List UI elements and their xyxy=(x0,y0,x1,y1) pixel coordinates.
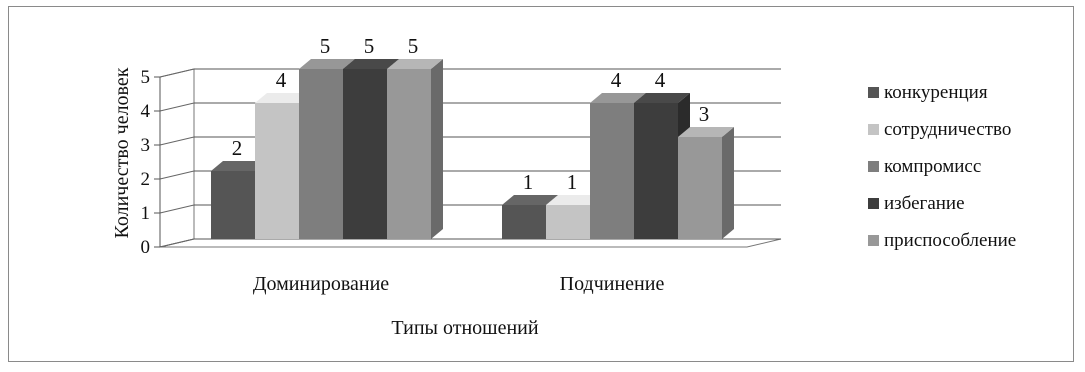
x-axis-categories: Доминирование Подчинение xyxy=(253,273,665,295)
bar-front xyxy=(678,137,722,239)
y-tick-label: 5 xyxy=(141,67,151,88)
data-label: 5 xyxy=(364,34,375,58)
legend-swatch xyxy=(868,198,879,209)
legend-swatch xyxy=(868,235,879,246)
legend-swatch xyxy=(868,87,879,98)
legend-label: избегание xyxy=(884,192,965,214)
legend-label: конкуренция xyxy=(884,81,988,103)
left-wall xyxy=(159,68,195,248)
y-tick-label: 1 xyxy=(141,203,151,224)
bar-front xyxy=(255,103,299,239)
bar-front xyxy=(387,69,431,239)
data-label: 2 xyxy=(232,136,243,160)
gridline-wall xyxy=(159,170,195,180)
bar-front xyxy=(502,205,546,239)
data-label: 4 xyxy=(655,68,666,92)
bar-side xyxy=(722,127,734,239)
floor xyxy=(159,238,782,248)
data-labels: 2 4 5 5 5 1 1 4 4 3 xyxy=(232,34,710,194)
bar-top xyxy=(387,59,443,69)
legend-swatch xyxy=(868,161,879,172)
legend-swatch xyxy=(868,124,879,135)
bar-top xyxy=(255,93,311,103)
y-tick-label: 3 xyxy=(141,135,151,156)
bar-top xyxy=(502,195,558,205)
data-label: 1 xyxy=(523,170,534,194)
bar-top xyxy=(299,59,355,69)
bar-front xyxy=(634,103,678,239)
y-tick-label: 0 xyxy=(141,237,151,258)
bar-front xyxy=(590,103,634,239)
bar-front xyxy=(299,69,343,239)
legend-label: компромисс xyxy=(884,155,982,177)
data-label: 5 xyxy=(320,34,331,58)
bar-top xyxy=(634,93,690,103)
bar-front xyxy=(343,69,387,239)
legend-item: конкуренция xyxy=(868,74,1016,111)
y-tick-label: 2 xyxy=(141,169,151,190)
gridline-wall xyxy=(159,102,195,112)
bar-top xyxy=(343,59,399,69)
gridline-wall xyxy=(159,136,195,146)
y-axis-ticks: 0 1 2 3 4 5 xyxy=(141,67,161,258)
legend-item: избегание xyxy=(868,185,1016,222)
bar-side xyxy=(431,59,443,239)
legend-label: приспособление xyxy=(884,229,1017,251)
legend-item: приспособление xyxy=(868,222,1016,259)
y-tick-label: 4 xyxy=(141,101,151,122)
bar xyxy=(387,59,443,239)
legend-item: сотрудничество xyxy=(868,111,1016,148)
legend-label: сотрудничество xyxy=(884,118,1012,140)
gridline-wall xyxy=(159,238,195,248)
bar-top xyxy=(546,195,602,205)
data-label: 4 xyxy=(276,68,287,92)
bar-top xyxy=(590,93,646,103)
x-category-label: Подчинение xyxy=(560,273,665,295)
chart-legend: конкуренция сотрудничество компромисс избег… xyxy=(868,74,1016,259)
x-category-label: Доминирование xyxy=(253,273,389,295)
bar-front xyxy=(546,205,590,239)
gridline-wall xyxy=(159,68,195,78)
bar-front xyxy=(211,171,255,239)
bar-top xyxy=(678,127,734,137)
y-axis-label: Количество человек xyxy=(111,67,133,238)
data-label: 3 xyxy=(699,102,710,126)
x-axis-label: Типы отношений xyxy=(391,317,538,339)
gridline-wall xyxy=(159,204,195,214)
data-label: 4 xyxy=(611,68,622,92)
bar-top xyxy=(211,161,267,171)
chart-bars xyxy=(211,59,734,239)
legend-item: компромисс xyxy=(868,148,1016,185)
chart-frame xyxy=(8,6,1074,362)
data-label: 1 xyxy=(567,170,578,194)
data-label: 5 xyxy=(408,34,419,58)
bar xyxy=(678,127,734,239)
